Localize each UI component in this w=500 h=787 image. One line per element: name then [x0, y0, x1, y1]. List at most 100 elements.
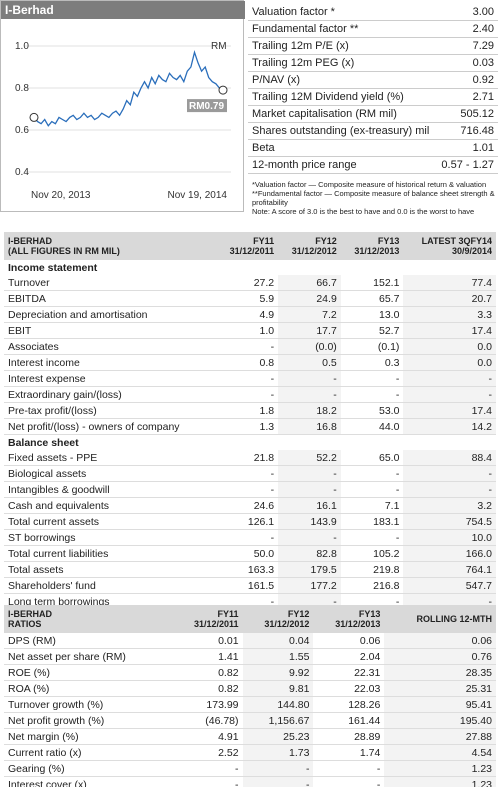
cell-value: - — [403, 465, 496, 482]
data-row: Net profit/(loss) - owners of company 1.3… — [4, 418, 496, 435]
cell-value: 16.8 — [278, 418, 341, 435]
cell-value: 216.8 — [340, 577, 404, 594]
row-label: Net asset per share (RM) — [4, 648, 173, 665]
valuation-row: P/NAV (x) 0.92 — [248, 71, 498, 89]
cell-value: 95.41 — [384, 696, 496, 713]
row-label: Biological assets — [4, 465, 217, 482]
data-row: Fixed assets - PPE 21.8 52.2 65.0 88.4 — [4, 450, 496, 466]
row-label: Interest cover (x) — [4, 776, 173, 787]
cell-value: 22.31 — [313, 664, 385, 681]
cell-value: 0.0 — [403, 354, 496, 371]
cell-value: 50.0 — [216, 545, 279, 562]
cell-value: 10.0 — [403, 529, 496, 546]
x-start-label: Nov 20, 2013 — [31, 190, 91, 201]
cell-value: 1.74 — [313, 744, 385, 761]
data-row: ROE (%) 0.82 9.92 22.31 28.35 — [4, 664, 496, 681]
data-row: DPS (RM) 0.01 0.04 0.06 0.06 — [4, 633, 496, 649]
section-title: Income statement — [8, 261, 98, 274]
cell-value: 65.7 — [340, 290, 404, 307]
row-label: Net margin (%) — [4, 728, 173, 745]
price-line — [33, 49, 224, 127]
data-row: Interest cover (x) - - -1.23 — [4, 776, 496, 787]
header-text: 31/12/2012 — [264, 619, 310, 629]
cell-value: 128.26 — [313, 696, 385, 713]
cell-value: - — [278, 370, 341, 387]
data-row: Extraordinary gain/(loss) - - - - — [4, 386, 496, 403]
row-label: Associates — [4, 338, 217, 355]
header-cell: I-BERHAD (ALL FIGURES IN RM MIL) — [4, 232, 217, 260]
cell-value: - — [172, 776, 243, 787]
valuation-value: 0.03 — [436, 54, 498, 72]
valuation-label: Fundamental factor ** — [248, 20, 437, 38]
cell-value: - — [340, 465, 404, 482]
cell-value: 21.8 — [216, 450, 279, 466]
cell-value: - — [216, 386, 279, 403]
cell-value: 105.2 — [340, 545, 404, 562]
cell-value: 3.2 — [403, 497, 496, 514]
cell-value: 1.3 — [216, 418, 279, 435]
last-label-bg — [187, 99, 227, 113]
footnote: **Fundamental factor — Composite measure… — [252, 189, 495, 207]
data-row: Turnover 27.2 66.7 152.1 77.4 — [4, 275, 496, 291]
financials-table: I-BERHAD (ALL FIGURES IN RM MIL) FY11 31/12… — [4, 232, 496, 610]
valuation-label: P/NAV (x) — [248, 71, 437, 89]
valuation-label: Trailing 12m PEG (x) — [248, 54, 437, 72]
data-row: Interest income 0.8 0.5 0.3 0.0 — [4, 354, 496, 371]
cell-value: 754.5 — [403, 513, 496, 530]
data-row: Intangibles & goodwill - - - - — [4, 481, 496, 498]
cell-value: (0.1) — [340, 338, 404, 355]
cell-value: 7.2 — [278, 306, 341, 323]
cell-value: 52.2 — [278, 450, 341, 466]
cell-value: 173.99 — [172, 696, 243, 713]
data-row: Pre-tax profit/(loss) 1.8 18.2 53.0 17.4 — [4, 402, 496, 419]
valuation-label: Shares outstanding (ex-treasury) mil — [248, 122, 437, 140]
cell-value: 28.35 — [384, 664, 496, 681]
header-text: FY13 — [377, 236, 400, 246]
row-label: Pre-tax profit/(loss) — [4, 402, 217, 419]
row-label: ROE (%) — [4, 664, 173, 681]
row-label: Interest expense — [4, 370, 217, 387]
cell-value: 1.8 — [216, 402, 279, 419]
row-label: Net profit growth (%) — [4, 712, 173, 729]
cell-value: - — [313, 760, 385, 777]
cell-value: - — [216, 481, 279, 498]
cell-value: 1.41 — [172, 648, 243, 665]
cell-value: 3.3 — [403, 306, 496, 323]
cell-value: 161.44 — [313, 712, 385, 729]
cell-value: 7.1 — [340, 497, 404, 514]
valuation-row: Shares outstanding (ex-treasury) mil 716.… — [248, 122, 498, 140]
valuation-label: 12-month price range — [248, 156, 437, 174]
header-cell: FY12 31/12/2012 — [242, 605, 314, 633]
row-label: ROA (%) — [4, 680, 173, 697]
data-row: Net margin (%) 4.91 25.23 28.89 27.88 — [4, 728, 496, 745]
valuation-value: 2.40 — [436, 20, 498, 38]
cell-value: 77.4 — [403, 275, 496, 291]
data-row: Shareholders' fund 161.5 177.2 216.8 547.7 — [4, 577, 496, 594]
cell-value: - — [216, 529, 279, 546]
cell-value: 25.31 — [384, 680, 496, 697]
cell-value: 14.2 — [403, 418, 496, 435]
cell-value: 143.9 — [278, 513, 341, 530]
cell-value: 0.01 — [172, 633, 243, 649]
row-label: Interest income — [4, 354, 217, 371]
header-row: I-BERHAD RATIOS FY11 31/12/2011 FY12 31/12/20… — [4, 605, 496, 633]
cell-value: 144.80 — [242, 696, 314, 713]
cell-value: 183.1 — [340, 513, 404, 530]
cell-value: - — [216, 370, 279, 387]
y-tick-label: 1.0 — [15, 41, 29, 52]
header-cell: I-BERHAD RATIOS — [4, 605, 173, 633]
cell-value: 219.8 — [340, 561, 404, 578]
header-cell: FY13 31/12/2013 — [340, 232, 404, 260]
cell-value: 4.54 — [384, 744, 496, 761]
cell-value: 179.5 — [278, 561, 341, 578]
cell-value: - — [172, 760, 243, 777]
header-text: FY13 — [358, 609, 381, 619]
cell-value: 9.81 — [242, 680, 314, 697]
valuation-row: Trailing 12m PEG (x) 0.03 — [248, 54, 498, 72]
cell-value: - — [278, 465, 341, 482]
valuation-row: Beta 1.01 — [248, 139, 498, 157]
valuation-row: Market capitalisation (RM mil) 505.12 — [248, 105, 498, 123]
valuation-value: 3.00 — [436, 4, 498, 21]
cell-value: 53.0 — [340, 402, 404, 419]
row-label: Shareholders' fund — [4, 577, 217, 594]
